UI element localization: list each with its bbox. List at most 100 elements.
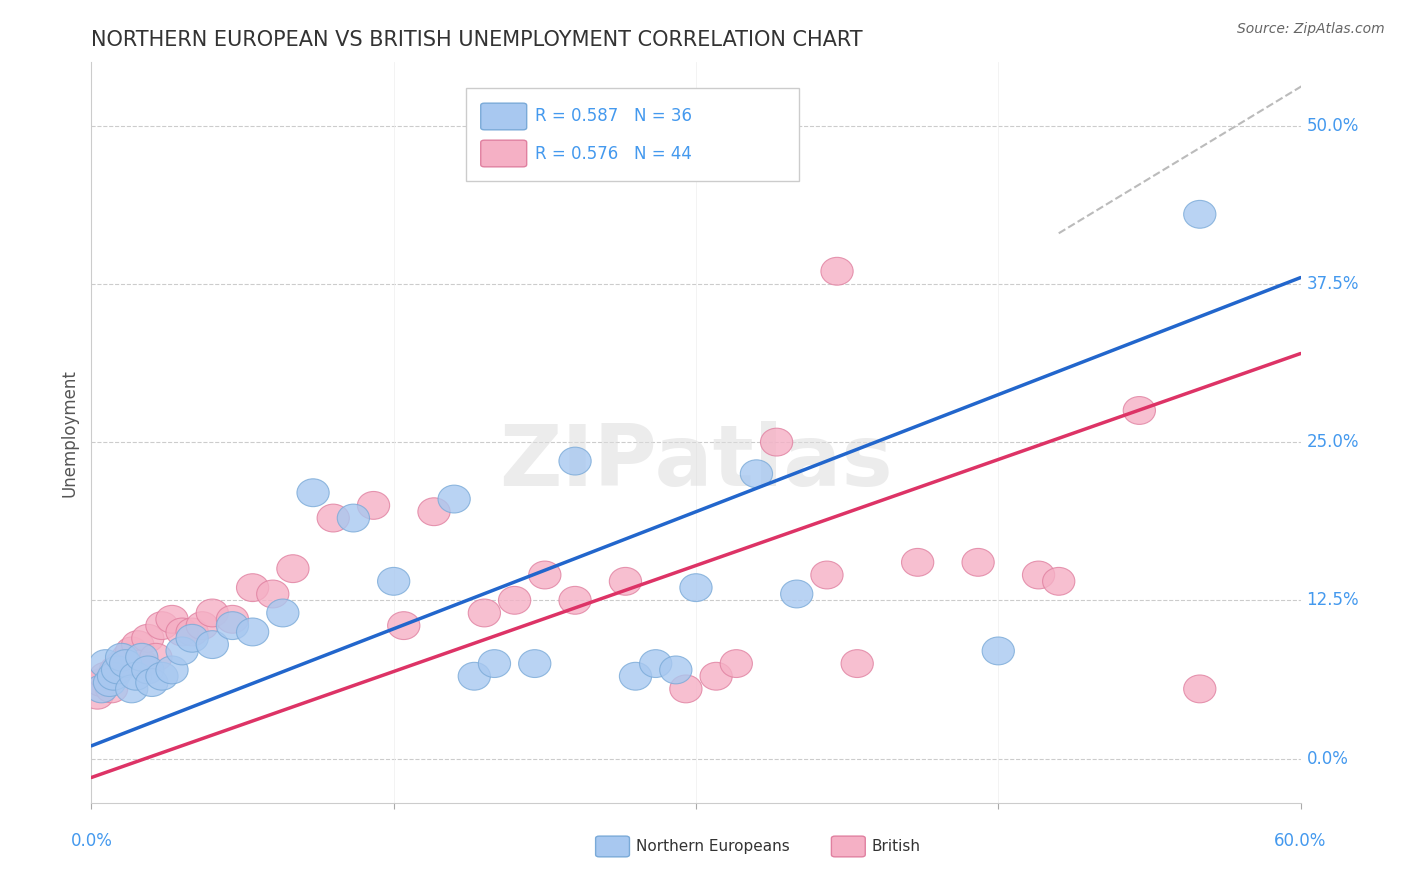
Ellipse shape xyxy=(841,649,873,678)
FancyBboxPatch shape xyxy=(481,103,527,130)
Ellipse shape xyxy=(418,498,450,525)
Ellipse shape xyxy=(110,649,142,678)
Text: R = 0.587   N = 36: R = 0.587 N = 36 xyxy=(536,108,692,126)
Ellipse shape xyxy=(439,485,470,513)
Ellipse shape xyxy=(105,643,138,671)
Text: ZIPatlas: ZIPatlas xyxy=(499,421,893,504)
Ellipse shape xyxy=(458,663,491,690)
Ellipse shape xyxy=(780,580,813,608)
Ellipse shape xyxy=(468,599,501,627)
Ellipse shape xyxy=(101,656,134,684)
Ellipse shape xyxy=(93,669,125,697)
Ellipse shape xyxy=(86,669,118,697)
Ellipse shape xyxy=(1123,397,1156,425)
Ellipse shape xyxy=(529,561,561,589)
Text: R = 0.576   N = 44: R = 0.576 N = 44 xyxy=(536,145,692,162)
Ellipse shape xyxy=(640,649,672,678)
Text: 50.0%: 50.0% xyxy=(1306,117,1360,135)
Ellipse shape xyxy=(983,637,1014,665)
Ellipse shape xyxy=(156,656,188,684)
Ellipse shape xyxy=(1184,201,1216,228)
Ellipse shape xyxy=(97,663,129,690)
Ellipse shape xyxy=(236,574,269,601)
Ellipse shape xyxy=(136,669,167,697)
Ellipse shape xyxy=(901,549,934,576)
Ellipse shape xyxy=(166,618,198,646)
Ellipse shape xyxy=(176,624,208,652)
Ellipse shape xyxy=(357,491,389,519)
Ellipse shape xyxy=(156,606,188,633)
Ellipse shape xyxy=(115,675,148,703)
Ellipse shape xyxy=(499,586,530,615)
FancyBboxPatch shape xyxy=(481,140,527,167)
Ellipse shape xyxy=(86,675,118,703)
Ellipse shape xyxy=(176,618,208,646)
Text: 60.0%: 60.0% xyxy=(1274,832,1327,850)
Ellipse shape xyxy=(82,681,114,709)
Text: 37.5%: 37.5% xyxy=(1306,275,1360,293)
Ellipse shape xyxy=(560,447,591,475)
Ellipse shape xyxy=(197,599,228,627)
Text: 0.0%: 0.0% xyxy=(70,832,112,850)
Ellipse shape xyxy=(1184,675,1216,703)
Ellipse shape xyxy=(197,631,228,658)
Ellipse shape xyxy=(1022,561,1054,589)
Ellipse shape xyxy=(257,580,288,608)
Ellipse shape xyxy=(378,567,409,595)
Ellipse shape xyxy=(560,586,591,615)
Ellipse shape xyxy=(267,599,299,627)
Ellipse shape xyxy=(115,637,148,665)
Ellipse shape xyxy=(669,675,702,703)
Ellipse shape xyxy=(125,643,157,671)
Ellipse shape xyxy=(186,612,218,640)
Ellipse shape xyxy=(811,561,844,589)
Ellipse shape xyxy=(620,663,651,690)
FancyBboxPatch shape xyxy=(467,88,799,181)
Ellipse shape xyxy=(105,649,138,678)
Ellipse shape xyxy=(132,624,165,652)
Ellipse shape xyxy=(337,504,370,532)
Ellipse shape xyxy=(519,649,551,678)
Ellipse shape xyxy=(96,675,128,703)
FancyBboxPatch shape xyxy=(831,836,865,857)
Ellipse shape xyxy=(659,656,692,684)
Ellipse shape xyxy=(120,663,152,690)
Text: 25.0%: 25.0% xyxy=(1306,434,1360,451)
Ellipse shape xyxy=(217,612,249,640)
Ellipse shape xyxy=(821,257,853,285)
Ellipse shape xyxy=(111,643,143,671)
Ellipse shape xyxy=(236,618,269,646)
Ellipse shape xyxy=(1043,567,1074,595)
Ellipse shape xyxy=(146,663,179,690)
Ellipse shape xyxy=(297,479,329,507)
Ellipse shape xyxy=(139,643,172,671)
Text: 0.0%: 0.0% xyxy=(1306,749,1348,767)
Ellipse shape xyxy=(100,656,132,684)
Ellipse shape xyxy=(90,649,122,678)
Ellipse shape xyxy=(720,649,752,678)
FancyBboxPatch shape xyxy=(596,836,630,857)
Ellipse shape xyxy=(166,637,198,665)
Y-axis label: Unemployment: Unemployment xyxy=(60,368,79,497)
Ellipse shape xyxy=(962,549,994,576)
Ellipse shape xyxy=(761,428,793,456)
Ellipse shape xyxy=(90,663,122,690)
Ellipse shape xyxy=(609,567,641,595)
Ellipse shape xyxy=(217,606,249,633)
Ellipse shape xyxy=(478,649,510,678)
Text: NORTHERN EUROPEAN VS BRITISH UNEMPLOYMENT CORRELATION CHART: NORTHERN EUROPEAN VS BRITISH UNEMPLOYMEN… xyxy=(91,29,863,50)
Ellipse shape xyxy=(132,656,165,684)
Ellipse shape xyxy=(146,612,179,640)
Text: Northern Europeans: Northern Europeans xyxy=(636,839,789,854)
Ellipse shape xyxy=(681,574,711,601)
Ellipse shape xyxy=(388,612,420,640)
Ellipse shape xyxy=(121,631,153,658)
Ellipse shape xyxy=(741,460,772,488)
Text: British: British xyxy=(872,839,921,854)
Text: 12.5%: 12.5% xyxy=(1306,591,1360,609)
Ellipse shape xyxy=(277,555,309,582)
Ellipse shape xyxy=(125,649,157,678)
Text: Source: ZipAtlas.com: Source: ZipAtlas.com xyxy=(1237,22,1385,37)
Ellipse shape xyxy=(318,504,349,532)
Ellipse shape xyxy=(700,663,733,690)
